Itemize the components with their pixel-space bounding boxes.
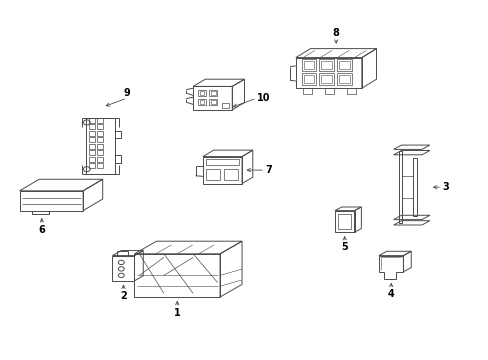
Bar [336, 73, 351, 85]
Bar [319, 73, 333, 85]
Bar [336, 59, 351, 71]
Text: 1: 1 [174, 308, 180, 318]
Bar [89, 144, 95, 149]
Bar [209, 90, 217, 96]
Bar [319, 59, 333, 71]
Bar [97, 163, 103, 168]
Bar [89, 150, 95, 156]
Bar [321, 75, 331, 83]
Bar [97, 144, 103, 149]
Bar [97, 150, 103, 156]
Bar [221, 103, 228, 108]
Bar [89, 138, 95, 143]
Text: 10: 10 [256, 93, 270, 103]
Bar [325, 88, 333, 94]
Text: 3: 3 [441, 182, 448, 192]
Bar [301, 59, 316, 71]
Bar [97, 118, 103, 123]
Bar [338, 214, 350, 229]
Text: 4: 4 [387, 289, 394, 299]
Bar [338, 75, 349, 83]
Text: 6: 6 [39, 225, 45, 235]
Bar [97, 157, 103, 162]
Bar [115, 156, 121, 163]
Bar [303, 88, 311, 94]
Bar [89, 118, 95, 123]
Text: 2: 2 [120, 291, 126, 301]
Bar [205, 169, 219, 180]
Bar [85, 118, 115, 174]
Bar [209, 99, 217, 105]
Bar [346, 88, 355, 94]
Text: 9: 9 [123, 88, 130, 98]
Bar [224, 169, 238, 180]
Text: 5: 5 [341, 242, 347, 252]
Bar [198, 90, 205, 96]
Bar [89, 131, 95, 136]
Bar [115, 131, 121, 138]
Bar [97, 138, 103, 143]
Bar [303, 75, 314, 83]
Bar [321, 61, 331, 69]
Bar [89, 157, 95, 162]
Text: 8: 8 [332, 28, 339, 38]
Bar [210, 100, 215, 104]
Bar [301, 73, 316, 85]
Text: 7: 7 [264, 165, 271, 175]
Bar [205, 159, 239, 165]
Bar [89, 125, 95, 130]
Bar [210, 91, 215, 95]
Bar [97, 131, 103, 136]
Bar [303, 61, 314, 69]
Bar [97, 125, 103, 130]
Bar [198, 99, 205, 105]
Bar [199, 100, 204, 104]
Bar [89, 163, 95, 168]
Bar [338, 61, 349, 69]
Bar [199, 91, 204, 95]
